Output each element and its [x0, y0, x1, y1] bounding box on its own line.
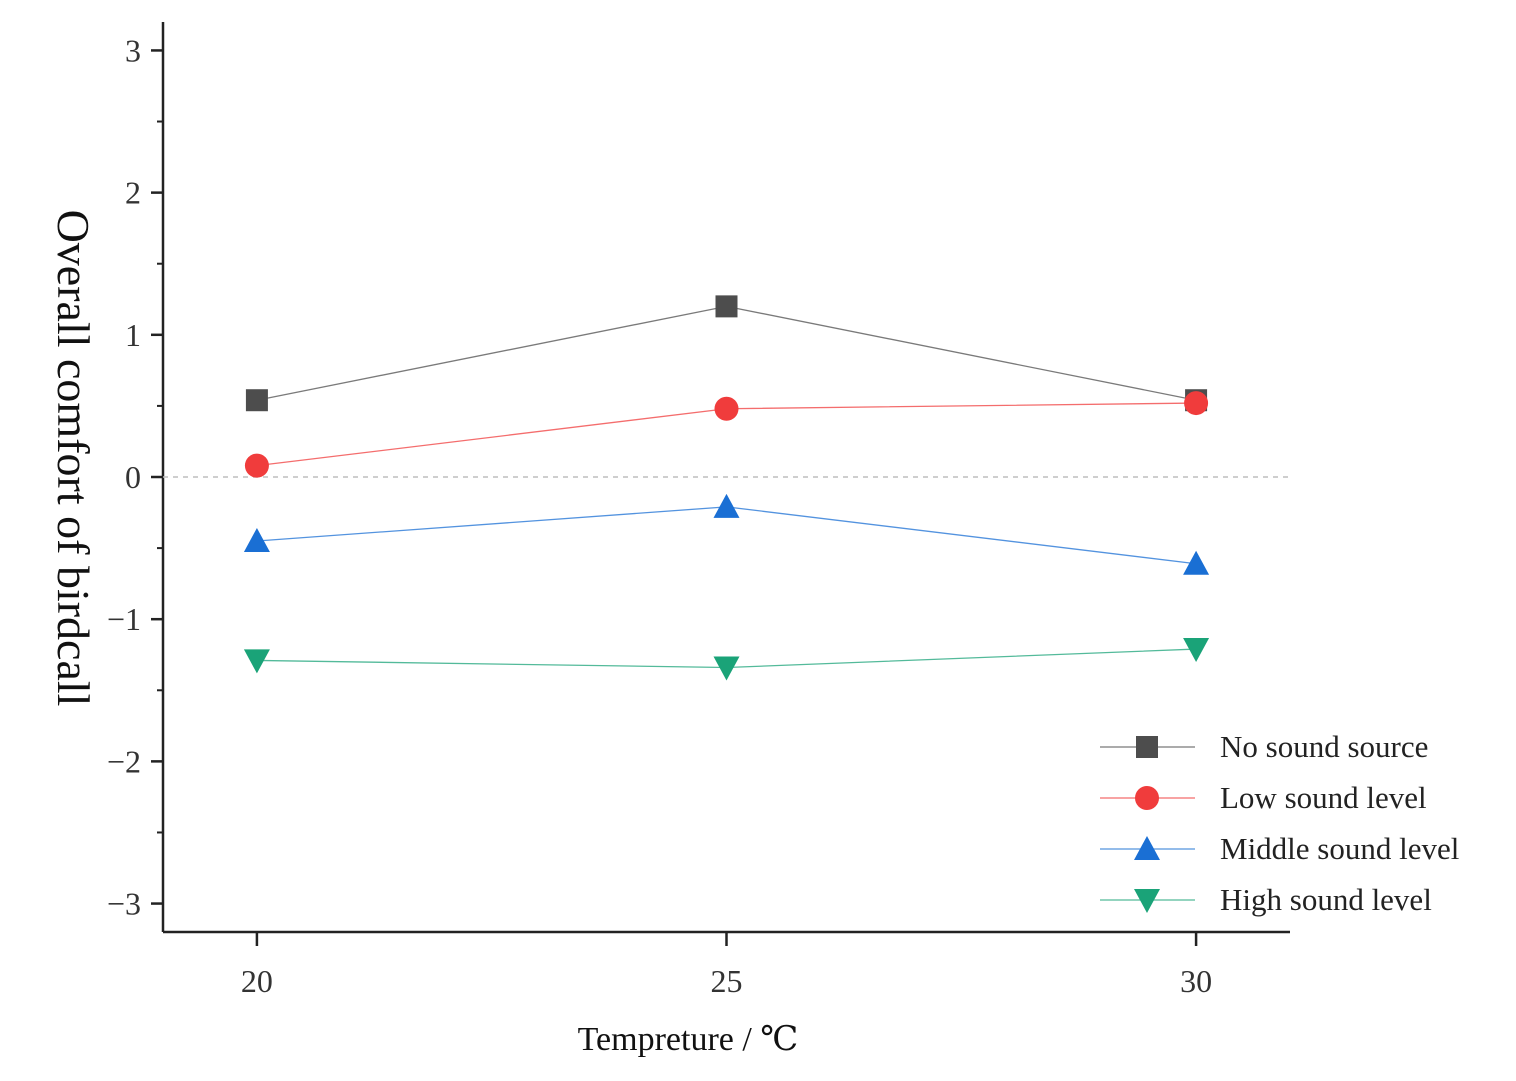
x-tick-label: 30: [1180, 963, 1212, 999]
legend: No sound source Low sound level Middle sou…: [1100, 729, 1459, 917]
data-point: [713, 493, 740, 518]
legend-marker: [1135, 786, 1159, 810]
y-tick-label: −2: [107, 743, 141, 779]
legend-marker: [1134, 889, 1160, 913]
y-axis-title: Overall comfort of birdcall: [48, 210, 99, 707]
y-tick-label: −3: [107, 886, 141, 922]
legend-marker: [1136, 736, 1158, 758]
y-tick-label: 2: [125, 175, 141, 211]
y-tick-label: −1: [107, 601, 141, 637]
data-point: [1183, 638, 1210, 663]
x-tick-label: 25: [711, 963, 743, 999]
legend-label: High sound level: [1220, 882, 1432, 917]
axes: 3 2 1 0 −1 −2 −3 20 25 30: [107, 22, 1290, 999]
data-point: [243, 649, 270, 674]
x-tick-label: 20: [241, 963, 273, 999]
y-tick-label: 1: [125, 317, 141, 353]
data-point: [715, 295, 738, 318]
series-markers: [243, 295, 1210, 681]
data-point: [243, 527, 270, 552]
data-point: [244, 453, 269, 478]
legend-marker: [1134, 836, 1160, 860]
data-point: [1184, 391, 1209, 416]
y-tick-label: 0: [125, 459, 141, 495]
legend-label: Low sound level: [1220, 780, 1427, 815]
data-point: [713, 656, 740, 681]
data-point: [1183, 550, 1210, 575]
x-axis-title: Tempreture / ℃: [578, 1021, 799, 1058]
data-point: [714, 396, 739, 421]
series-lines: [256, 305, 1197, 669]
data-point: [245, 389, 268, 412]
y-tick-label: 3: [125, 32, 141, 68]
legend-label: Middle sound level: [1220, 831, 1459, 866]
legend-label: No sound source: [1220, 729, 1428, 764]
series-line-0: [256, 305, 1197, 401]
